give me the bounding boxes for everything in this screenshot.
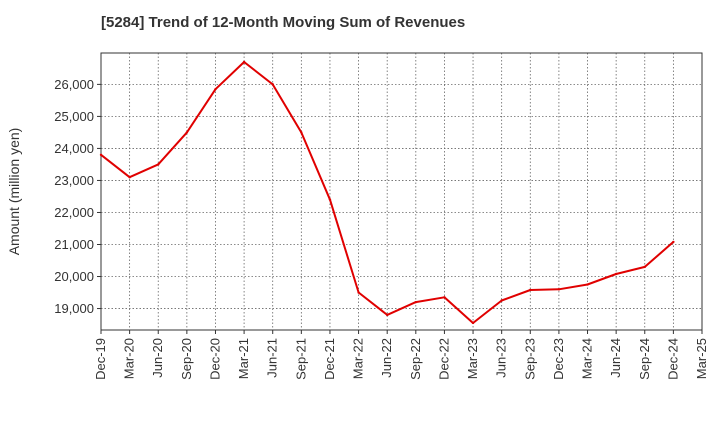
x-tick-label: Sep-22 xyxy=(408,338,423,380)
y-tick-label: 25,000 xyxy=(54,109,94,124)
data-point xyxy=(443,296,446,299)
x-tick-label: Mar-20 xyxy=(122,338,137,379)
data-point xyxy=(214,87,217,91)
series-layer xyxy=(99,60,675,325)
x-axis: Dec-19 Mar-20 Jun-20 Sep-20 Dec-20 Mar-21 Jun-… xyxy=(93,330,709,380)
data-point xyxy=(557,288,561,291)
y-axis-label: Amount (million yen) xyxy=(6,128,22,256)
data-point xyxy=(271,83,274,86)
plot-frame xyxy=(100,52,703,331)
data-point xyxy=(529,288,532,292)
x-tick-label: Dec-20 xyxy=(207,338,222,380)
x-tick-label: Dec-19 xyxy=(93,338,108,380)
grid-lines xyxy=(100,53,703,330)
data-point xyxy=(471,321,475,325)
y-tick-label: 22,000 xyxy=(54,205,94,220)
x-tick-label: Sep-23 xyxy=(522,338,537,380)
x-tick-label: Sep-24 xyxy=(637,338,652,380)
y-tick-label: 20,000 xyxy=(54,269,94,284)
y-tick-label: 19,000 xyxy=(54,301,94,316)
data-point xyxy=(157,163,160,166)
data-point xyxy=(300,131,303,134)
y-tick-label: 24,000 xyxy=(54,141,94,156)
x-tick-label: Dec-23 xyxy=(551,338,566,380)
data-point xyxy=(328,198,332,201)
x-tick-label: Jun-21 xyxy=(265,338,280,378)
data-point xyxy=(414,300,418,304)
x-tick-label: Mar-22 xyxy=(351,338,366,379)
x-tick-label: Sep-21 xyxy=(293,338,308,380)
y-tick-label: 23,000 xyxy=(54,173,94,188)
data-point xyxy=(128,176,131,179)
data-point xyxy=(385,313,389,317)
y-tick-label: 21,000 xyxy=(54,237,94,252)
y-axis: 19,000 20,000 21,000 22,000 23,000 24,000 25,0… xyxy=(54,77,101,316)
y-tick-label: 26,000 xyxy=(54,77,94,92)
x-tick-label: Dec-21 xyxy=(322,338,337,380)
x-tick-label: Mar-23 xyxy=(465,338,480,379)
data-point xyxy=(357,291,360,294)
data-point xyxy=(500,299,503,302)
x-tick-label: Mar-24 xyxy=(580,338,595,379)
x-tick-label: Jun-24 xyxy=(608,338,623,378)
x-tick-label: Sep-20 xyxy=(179,338,194,380)
data-point xyxy=(672,240,675,244)
chart-title: [5284] Trend of 12-Month Moving Sum of R… xyxy=(101,14,466,31)
x-tick-label: Dec-22 xyxy=(436,338,451,380)
x-tick-label: Mar-25 xyxy=(694,338,709,379)
data-point xyxy=(643,265,646,269)
data-point xyxy=(185,131,189,134)
x-tick-label: Mar-21 xyxy=(236,338,251,379)
x-tick-label: Dec-24 xyxy=(665,338,680,380)
data-point xyxy=(99,153,103,157)
data-point xyxy=(614,272,618,276)
x-tick-label: Jun-20 xyxy=(150,338,165,378)
data-point xyxy=(586,283,589,286)
data-point xyxy=(242,60,246,64)
x-tick-label: Jun-23 xyxy=(494,338,509,378)
x-tick-label: Jun-22 xyxy=(379,338,394,378)
